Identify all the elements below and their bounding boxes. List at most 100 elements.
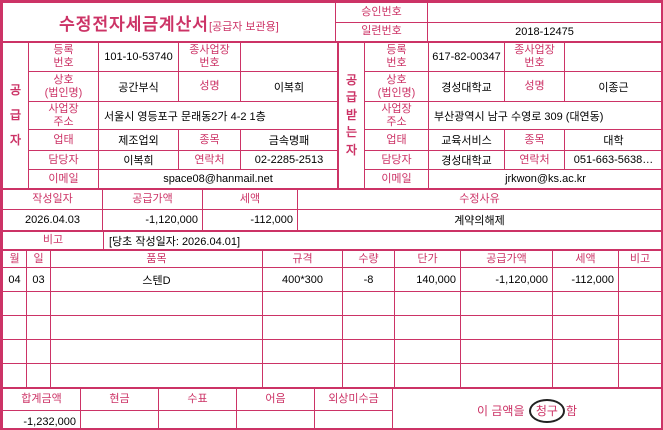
item-spec: 400*300 xyxy=(262,267,343,292)
empty-cell xyxy=(618,291,661,316)
empty-cell xyxy=(50,363,263,388)
check-label: 수표 xyxy=(158,388,237,411)
items-header-row: 월 일 품목 규격 수량 단가 공급가액 세액 비고 xyxy=(2,250,661,268)
empty-cell xyxy=(460,315,553,340)
supplier-reg-no: 101-10-53740 xyxy=(98,42,179,72)
buyer-sub-biz-label: 종사업장 번호 xyxy=(504,42,565,72)
empty-cell xyxy=(394,291,461,316)
claim-prefix: 이 금액을 xyxy=(477,403,528,418)
buyer-sub-biz-no xyxy=(564,42,661,72)
note-row: 비고 [당초 작성일자: 2026.04.01] xyxy=(2,231,661,250)
buyer-phone-label: 연락처 xyxy=(504,150,565,170)
empty-cell xyxy=(342,363,395,388)
empty-cell xyxy=(2,363,27,388)
supplier-item-label: 종목 xyxy=(178,129,241,151)
empty-cell xyxy=(552,339,619,364)
empty-cell xyxy=(262,291,343,316)
empty-cell xyxy=(618,363,661,388)
empty-cell xyxy=(262,339,343,364)
empty-cell xyxy=(50,291,263,316)
receivable-value xyxy=(314,410,393,428)
buyer-name-label: 상호 (법인명) xyxy=(364,71,429,102)
serial-no-label: 일련번호 xyxy=(335,21,428,42)
invoice-title-tag: [공급자 보관용] xyxy=(208,20,279,33)
empty-cell xyxy=(262,315,343,340)
invoice-title-cell: 수정전자세금계산서[공급자 보관용] xyxy=(2,2,336,42)
empty-cell xyxy=(262,363,343,388)
total-value: -1,232,000 xyxy=(2,410,81,428)
item-tax: -112,000 xyxy=(552,267,619,292)
item-row: 04 03 스텐D 400*300 -8 140,000 -1,120,000 … xyxy=(2,267,661,292)
item-month: 04 xyxy=(2,267,27,292)
empty-cell xyxy=(342,339,395,364)
item-supply: -1,120,000 xyxy=(460,267,553,292)
buyer-biz-type-label: 업태 xyxy=(364,129,429,151)
items-header-qty: 수량 xyxy=(342,250,395,268)
supplier-email-label: 이메일 xyxy=(28,169,99,189)
summary-reason-label: 수정사유 xyxy=(297,189,661,210)
items-header-spec: 규격 xyxy=(262,250,343,268)
empty-cell xyxy=(460,291,553,316)
buyer-contact: 경성대학교 xyxy=(428,150,505,170)
empty-cell xyxy=(26,291,51,316)
buyer-name: 경성대학교 xyxy=(428,71,505,102)
empty-cell xyxy=(460,363,553,388)
bill-label: 어음 xyxy=(236,388,315,411)
buyer-ceo: 이종근 xyxy=(564,71,661,102)
claim-circled-word: 청구 xyxy=(528,398,565,423)
supplier-reg-no-label: 등록 번호 xyxy=(28,42,99,72)
summary-reason: 계약의해제 xyxy=(297,209,661,231)
items-header-note: 비고 xyxy=(618,250,661,268)
item-day: 03 xyxy=(26,267,51,292)
supplier-contact-label: 담당자 xyxy=(28,150,99,170)
bill-value xyxy=(236,410,315,428)
empty-cell xyxy=(394,363,461,388)
supplier-contact: 이복희 xyxy=(98,150,179,170)
claim-statement: 이 금액을 청구 함 xyxy=(392,388,661,428)
summary-supply-label: 공급가액 xyxy=(102,189,203,210)
buyer-addr: 부산광역시 남구 수영로 309 (대연동) xyxy=(428,101,661,130)
empty-cell xyxy=(50,339,263,364)
parties-section: 공 급 자 등록 번호 101-10-53740 종사업장 번호 상호 (법인명… xyxy=(2,42,661,189)
note-label: 비고 xyxy=(2,231,104,250)
items-header-tax: 세액 xyxy=(552,250,619,268)
item-note xyxy=(618,267,661,292)
supplier-block: 공 급 자 등록 번호 101-10-53740 종사업장 번호 상호 (법인명… xyxy=(2,42,338,189)
buyer-reg-no-label: 등록 번호 xyxy=(364,42,429,72)
supplier-sub-biz-no xyxy=(240,42,338,72)
serial-no-value: 2018-12475 xyxy=(427,21,661,42)
summary-date-label: 작성일자 xyxy=(2,189,103,210)
supplier-ceo-label: 성명 xyxy=(178,71,241,102)
approval-no-value xyxy=(427,2,661,23)
supplier-addr-label: 사업장 주소 xyxy=(28,101,99,130)
empty-cell xyxy=(2,339,27,364)
items-header-day: 일 xyxy=(26,250,51,268)
supplier-item: 금속명패 xyxy=(240,129,338,151)
buyer-addr-label: 사업장 주소 xyxy=(364,101,429,130)
supplier-phone-label: 연락처 xyxy=(178,150,241,170)
item-row-empty xyxy=(2,291,661,316)
buyer-block: 공 급 받 는 자 등록 번호 617-82-00347 종사업장 번호 상호 … xyxy=(338,42,661,189)
note-value: [당초 작성일자: 2026.04.01] xyxy=(103,231,661,250)
empty-cell xyxy=(552,315,619,340)
item-qty: -8 xyxy=(342,267,395,292)
supplier-email: space08@hanmail.net xyxy=(98,169,338,189)
supplier-side-label: 공 급 자 xyxy=(2,42,29,189)
empty-cell xyxy=(26,363,51,388)
buyer-email: jrkwon@ks.ac.kr xyxy=(428,169,661,189)
empty-cell xyxy=(2,291,27,316)
supplier-biz-type: 제조업외 xyxy=(98,129,179,151)
buyer-ceo-label: 성명 xyxy=(504,71,565,102)
item-row-empty xyxy=(2,315,661,340)
empty-cell xyxy=(342,315,395,340)
buyer-item: 대학 xyxy=(564,129,661,151)
buyer-side-label: 공 급 받 는 자 xyxy=(338,42,365,189)
supplier-biz-type-label: 업태 xyxy=(28,129,99,151)
total-label: 합계금액 xyxy=(2,388,81,411)
supplier-sub-biz-label: 종사업장 번호 xyxy=(178,42,241,72)
summary-tax: -112,000 xyxy=(202,209,298,231)
items-header-month: 월 xyxy=(2,250,27,268)
approval-no-label: 승인번호 xyxy=(335,2,428,23)
empty-cell xyxy=(394,339,461,364)
buyer-contact-label: 담당자 xyxy=(364,150,429,170)
